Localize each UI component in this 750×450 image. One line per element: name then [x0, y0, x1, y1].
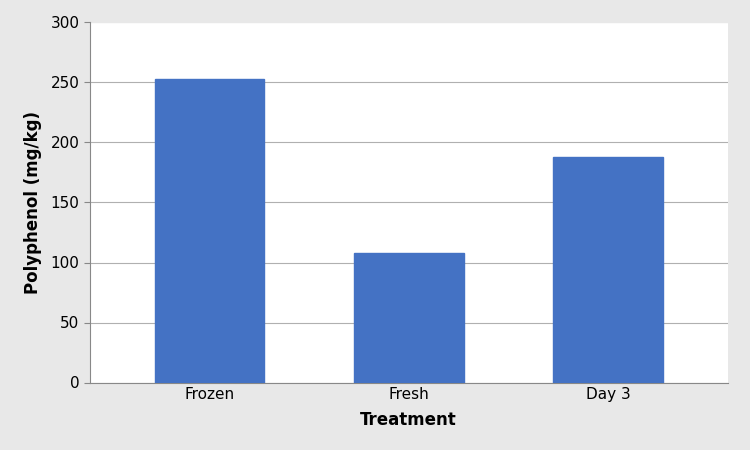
Bar [354, 253, 464, 382]
Y-axis label: Polyphenol (mg/kg): Polyphenol (mg/kg) [24, 111, 42, 294]
Bar [554, 157, 663, 382]
X-axis label: Treatment: Treatment [360, 411, 457, 429]
Bar [154, 79, 264, 382]
